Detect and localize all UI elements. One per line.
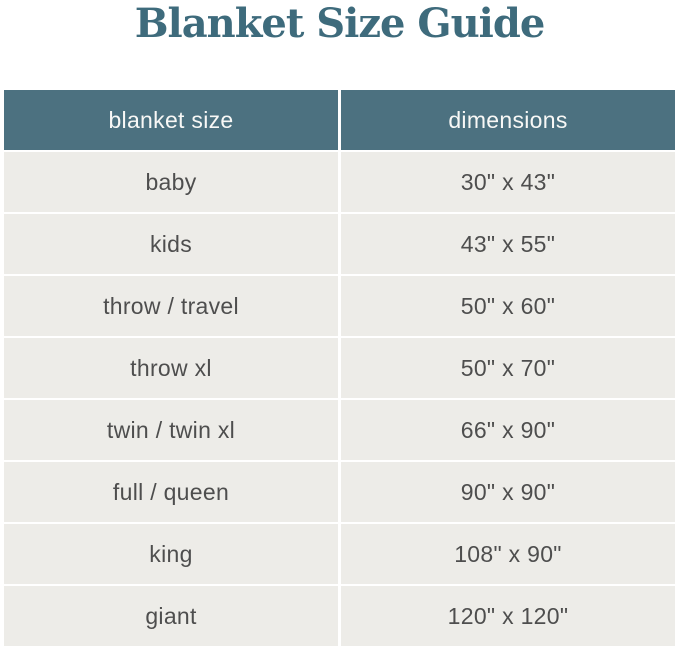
- dimensions-cell: 43" x 55": [341, 214, 675, 274]
- size-cell: twin / twin xl: [4, 400, 338, 460]
- size-cell: giant: [4, 586, 338, 646]
- size-cell: king: [4, 524, 338, 584]
- column-header-dimensions: dimensions: [341, 90, 675, 150]
- size-cell: kids: [4, 214, 338, 274]
- page-title: Blanket Size Guide: [134, 0, 546, 47]
- dimensions-cell: 108" x 90": [341, 524, 675, 584]
- size-cell: baby: [4, 152, 338, 212]
- dimensions-cell: 90" x 90": [341, 462, 675, 522]
- dimensions-cell: 50" x 60": [341, 276, 675, 336]
- size-cell: full / queen: [4, 462, 338, 522]
- dimensions-cell: 66" x 90": [341, 400, 675, 460]
- dimensions-cell: 30" x 43": [341, 152, 675, 212]
- dimensions-cell: 50" x 70": [341, 338, 675, 398]
- dimensions-cell: 120" x 120": [341, 586, 675, 646]
- size-cell: throw / travel: [4, 276, 338, 336]
- column-header-blanket-size: blanket size: [4, 90, 338, 150]
- size-cell: throw xl: [4, 338, 338, 398]
- blanket-size-table: blanket size dimensions baby 30" x 43" kid…: [4, 90, 675, 646]
